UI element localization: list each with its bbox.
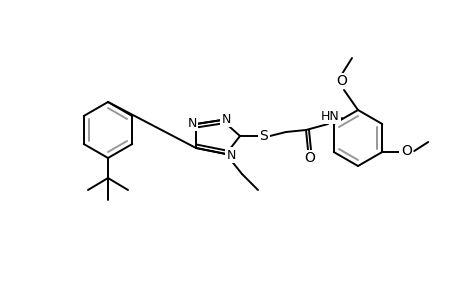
Text: N: N (187, 116, 196, 130)
Text: S: S (259, 129, 268, 143)
Text: O: O (304, 151, 315, 165)
Text: O: O (336, 74, 347, 88)
Text: N: N (226, 148, 235, 161)
Text: HN: HN (320, 110, 339, 122)
Text: N: N (221, 112, 230, 125)
Text: O: O (400, 144, 411, 158)
